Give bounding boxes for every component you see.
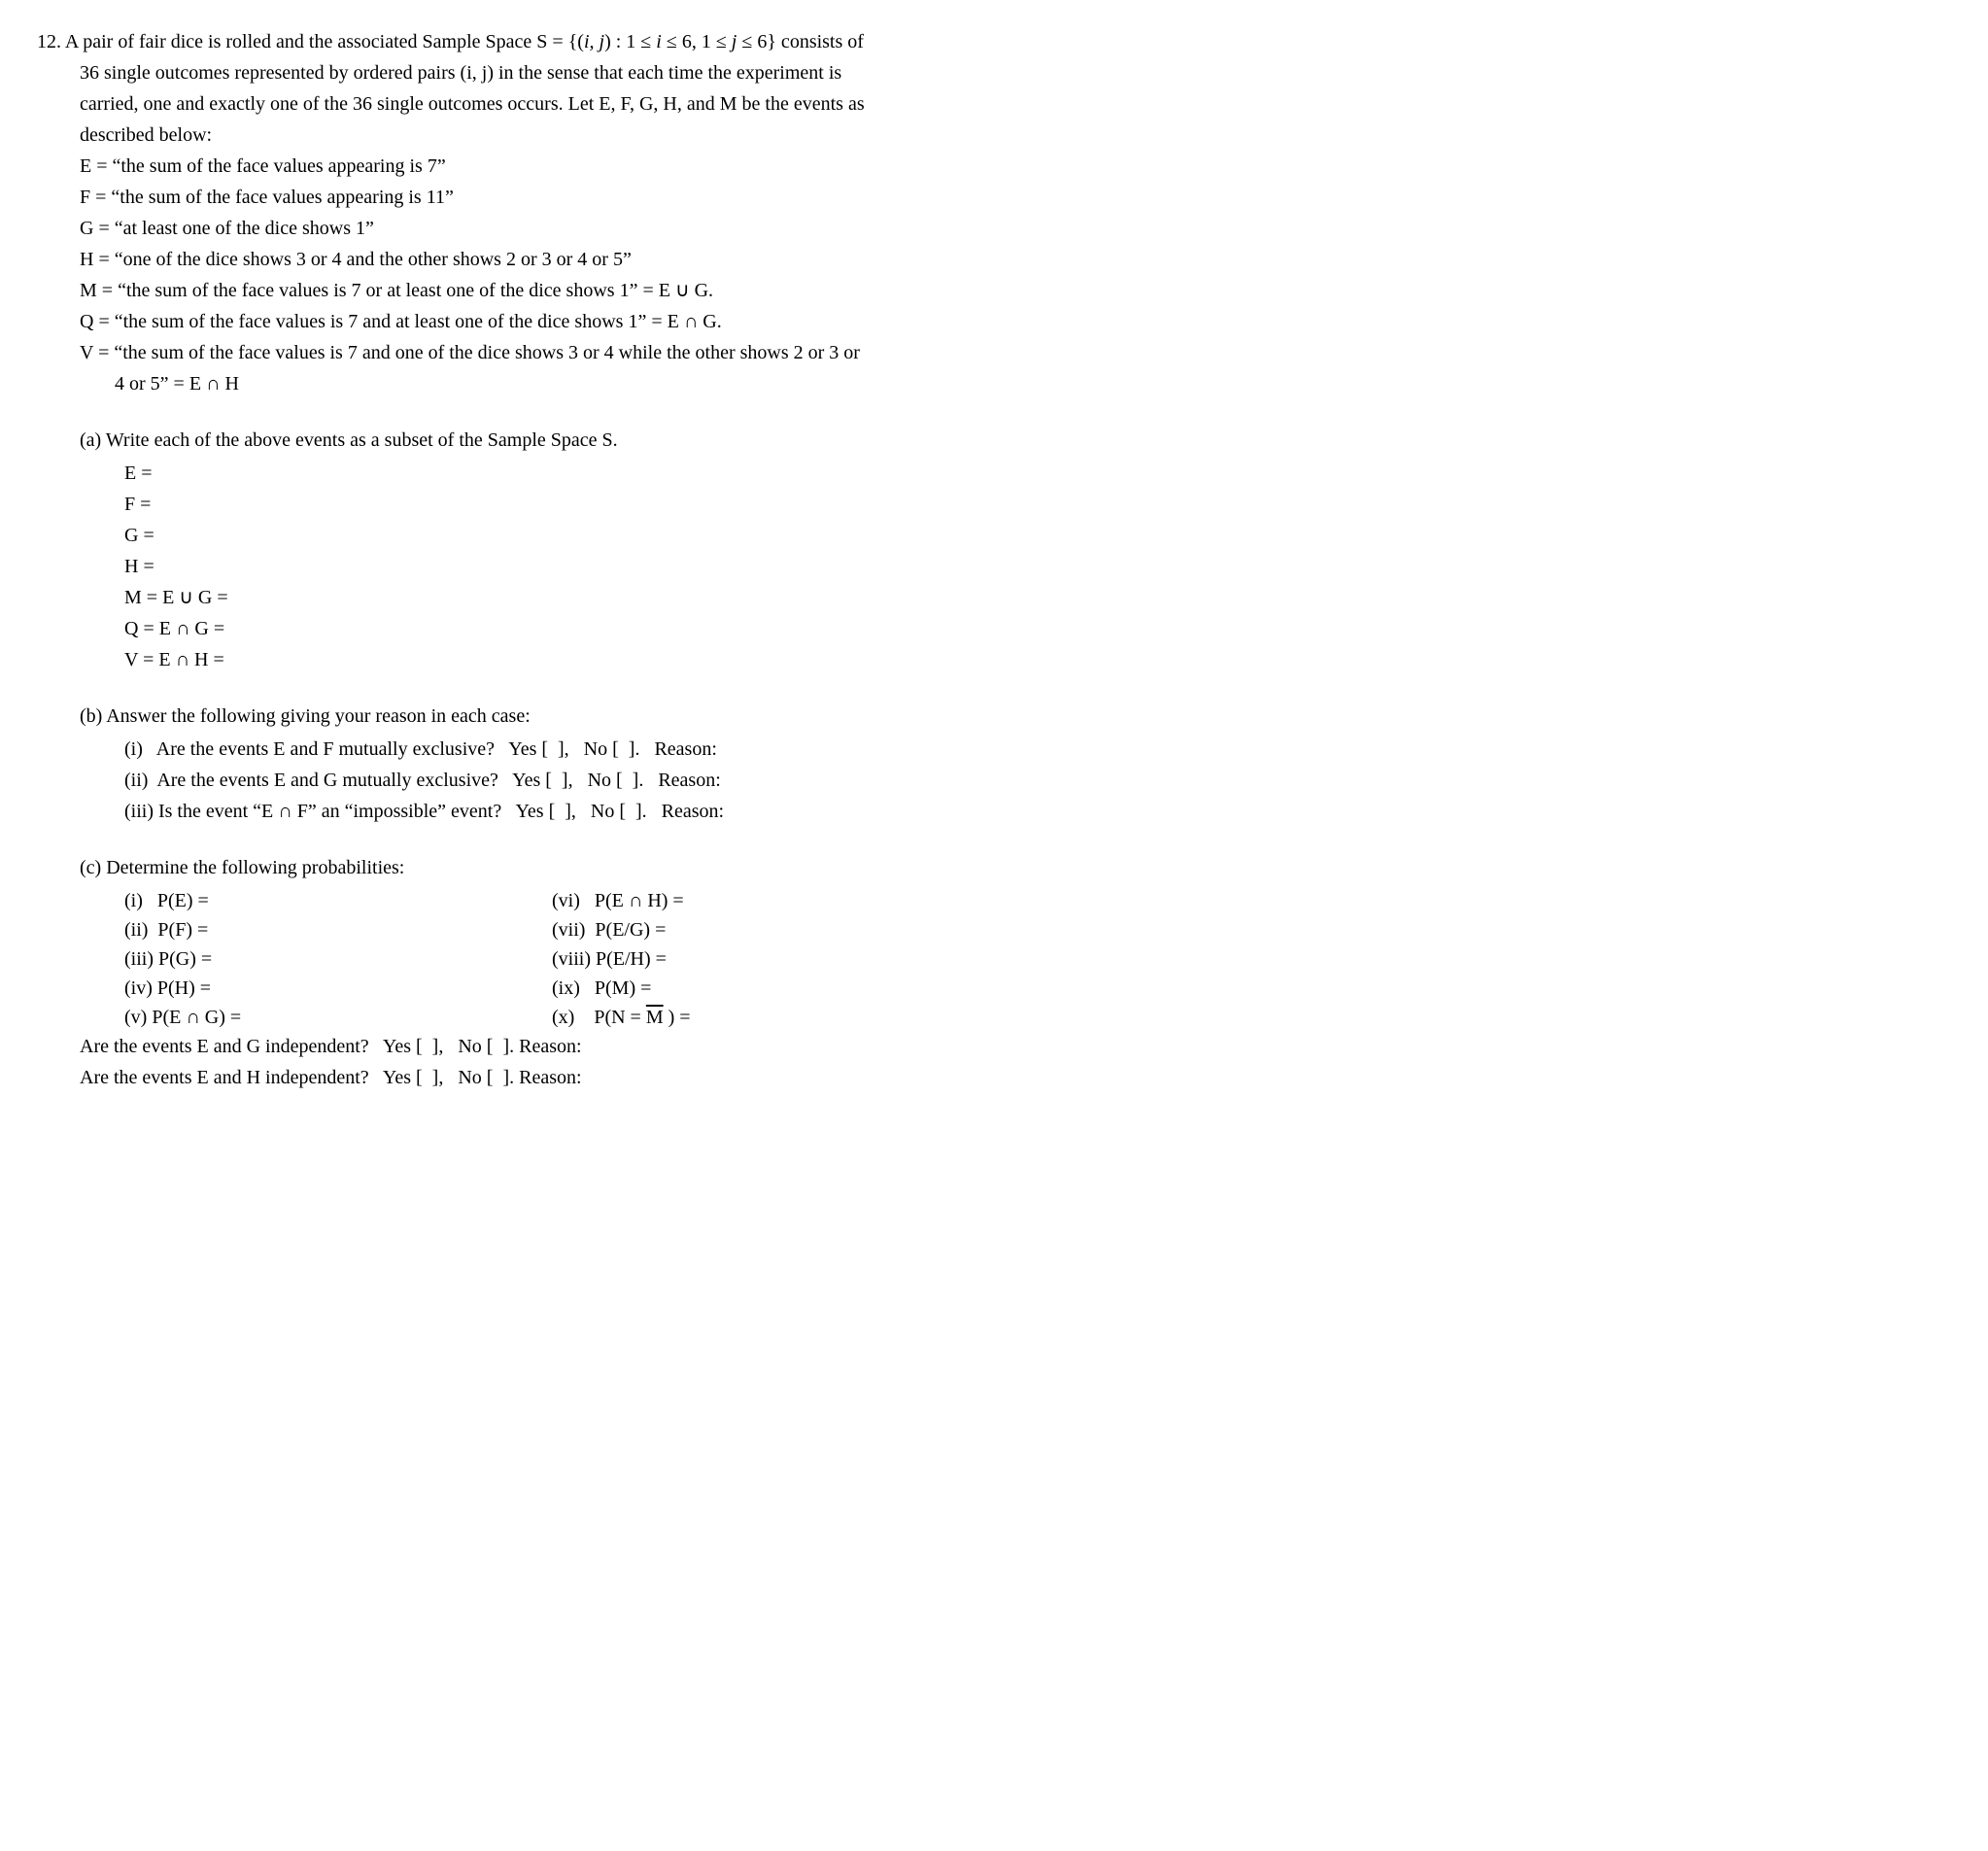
a-F: F =: [37, 490, 1951, 519]
a-Q: Q = E ∩ G =: [37, 614, 1951, 643]
a-M: M = E ∪ G =: [37, 583, 1951, 612]
def-V-2: 4 or 5” = E ∩ H: [37, 369, 1951, 398]
intro-line-4: described below:: [37, 120, 1951, 150]
c-x-b: ) =: [664, 1007, 691, 1028]
c-x: (x) P(N = M ) =: [552, 1003, 1951, 1032]
c-iv: (iv) P(H) =: [124, 974, 552, 1003]
b-ii: (ii) Are the events E and G mutually exc…: [37, 766, 1951, 795]
a-G: G =: [37, 521, 1951, 550]
intro-line-2: 36 single outcomes represented by ordere…: [37, 58, 1951, 87]
def-F: F = “the sum of the face values appearin…: [37, 183, 1951, 212]
def-Q: Q = “the sum of the face values is 7 and…: [37, 307, 1951, 336]
c-i: (i) P(E) =: [124, 886, 552, 915]
indep-EG: Are the events E and G independent? Yes …: [37, 1032, 1951, 1061]
a-V: V = E ∩ H =: [37, 645, 1951, 674]
def-E: E = “the sum of the face values appearin…: [37, 152, 1951, 181]
def-V-1: V = “the sum of the face values is 7 and…: [37, 338, 1951, 367]
intro-1b: ) : 1 ≤: [604, 31, 656, 52]
c-vii: (vii) P(E/G) =: [552, 915, 1951, 944]
c-row-2: (ii) P(F) = (vii) P(E/G) =: [37, 915, 1951, 944]
c-row-3: (iii) P(G) = (viii) P(E/H) =: [37, 944, 1951, 974]
part-a: (a) Write each of the above events as a …: [37, 426, 1951, 455]
var-ij: i, j: [584, 31, 604, 52]
indep-EH: Are the events E and H independent? Yes …: [37, 1063, 1951, 1092]
part-c: (c) Determine the following probabilitie…: [37, 853, 1951, 882]
c-row-5: (v) P(E ∩ G) = (x) P(N = M ) =: [37, 1003, 1951, 1032]
def-H: H = “one of the dice shows 3 or 4 and th…: [37, 245, 1951, 274]
part-b: (b) Answer the following giving your rea…: [37, 702, 1951, 731]
c-ix: (ix) P(M) =: [552, 974, 1951, 1003]
c-iii: (iii) P(G) =: [124, 944, 552, 974]
c-vi: (vi) P(E ∩ H) =: [552, 886, 1951, 915]
b-i: (i) Are the events E and F mutually excl…: [37, 735, 1951, 764]
intro-line-1: 12. A pair of fair dice is rolled and th…: [37, 27, 1951, 56]
c-row-4: (iv) P(H) = (ix) P(M) =: [37, 974, 1951, 1003]
def-G: G = “at least one of the dice shows 1”: [37, 214, 1951, 243]
intro-1c: ≤ 6, 1 ≤: [662, 31, 732, 52]
intro-1d: ≤ 6} consists of: [737, 31, 864, 52]
c-x-a: (x) P(N =: [552, 1007, 646, 1028]
intro-1a: 12. A pair of fair dice is rolled and th…: [37, 31, 584, 52]
a-E: E =: [37, 459, 1951, 488]
def-M: M = “the sum of the face values is 7 or …: [37, 276, 1951, 305]
problem-12: 12. A pair of fair dice is rolled and th…: [37, 27, 1951, 1092]
c-v: (v) P(E ∩ G) =: [124, 1003, 552, 1032]
intro-line-3: carried, one and exactly one of the 36 s…: [37, 89, 1951, 119]
c-ii: (ii) P(F) =: [124, 915, 552, 944]
a-H: H =: [37, 552, 1951, 581]
c-row-1: (i) P(E) = (vi) P(E ∩ H) =: [37, 886, 1951, 915]
c-x-mbar: M: [646, 1003, 664, 1032]
b-iii: (iii) Is the event “E ∩ F” an “impossibl…: [37, 797, 1951, 826]
c-viii: (viii) P(E/H) =: [552, 944, 1951, 974]
